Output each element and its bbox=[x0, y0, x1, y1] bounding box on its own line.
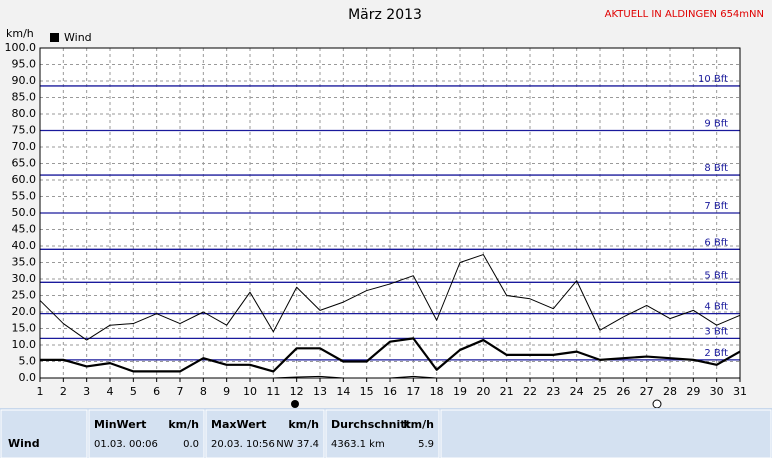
table-cell bbox=[325, 409, 440, 458]
y-tick-label: 10.0 bbox=[12, 338, 37, 351]
x-tick-label: 16 bbox=[383, 385, 397, 398]
y-tick-label: 40.0 bbox=[12, 239, 37, 252]
x-tick-label: 13 bbox=[313, 385, 327, 398]
y-tick-label: 85.0 bbox=[12, 91, 37, 104]
x-tick-label: 26 bbox=[616, 385, 630, 398]
y-tick-label: 75.0 bbox=[12, 124, 37, 137]
x-tick-label: 21 bbox=[500, 385, 514, 398]
y-tick-label: 5.0 bbox=[19, 355, 37, 368]
x-tick-label: 9 bbox=[223, 385, 230, 398]
x-tick-label: 20 bbox=[476, 385, 490, 398]
y-tick-label: 65.0 bbox=[12, 157, 37, 170]
x-tick-label: 4 bbox=[107, 385, 114, 398]
beaufort-label: 4 Bft bbox=[704, 302, 728, 313]
y-tick-label: 55.0 bbox=[12, 190, 37, 203]
legend-label: Wind bbox=[64, 31, 92, 44]
beaufort-label: 9 Bft bbox=[704, 119, 728, 130]
column-title: MaxWert bbox=[211, 418, 266, 431]
cell-value: NW 37.4 bbox=[276, 439, 319, 450]
beaufort-label: 8 Bft bbox=[704, 163, 728, 174]
x-tick-label: 25 bbox=[593, 385, 607, 398]
column-unit: km/h bbox=[403, 418, 434, 431]
beaufort-label: 10 Bft bbox=[698, 74, 728, 85]
full-moon-icon bbox=[652, 399, 662, 409]
x-tick-label: 19 bbox=[453, 385, 467, 398]
x-tick-label: 17 bbox=[406, 385, 420, 398]
column-title: Durchschnitt bbox=[331, 418, 411, 431]
y-tick-label: 45.0 bbox=[12, 223, 37, 236]
y-tick-label: 100.0 bbox=[5, 41, 37, 54]
x-tick-label: 30 bbox=[710, 385, 724, 398]
cell-value: 0.0 bbox=[183, 439, 199, 450]
table-cell bbox=[205, 409, 325, 458]
beaufort-label: 2 Bft bbox=[704, 348, 728, 359]
x-tick-label: 6 bbox=[153, 385, 160, 398]
row-label: Wind bbox=[8, 437, 40, 450]
legend-swatch bbox=[50, 33, 59, 42]
table-cell bbox=[0, 409, 88, 458]
plot: 0.0 5.0 10.0 15.0 20.0 25.0 30.0 35.0 40.0 45.0 50… bbox=[5, 31, 748, 398]
y-tick-label: 30.0 bbox=[12, 272, 37, 285]
summary-table: Wind MinWert km/h 01.03. 00:06 0.0 MaxWert km/… bbox=[0, 408, 772, 458]
x-tick-label: 12 bbox=[290, 385, 304, 398]
x-tick-label: 18 bbox=[430, 385, 444, 398]
x-tick-label: 15 bbox=[360, 385, 374, 398]
data-line bbox=[39, 254, 741, 341]
y-tick-label: 35.0 bbox=[12, 256, 37, 269]
x-tick-label: 22 bbox=[523, 385, 537, 398]
y-tick-label: 80.0 bbox=[12, 107, 37, 120]
column-unit: km/h bbox=[168, 418, 199, 431]
chart-title: März 2013 bbox=[348, 7, 422, 23]
x-tick-label: 3 bbox=[83, 385, 90, 398]
x-tick-label: 1 bbox=[37, 385, 44, 398]
cell-text: 01.03. 00:06 bbox=[94, 439, 158, 450]
new-moon-icon bbox=[291, 400, 299, 408]
y-tick-label: 15.0 bbox=[12, 322, 37, 335]
x-tick-label: 14 bbox=[336, 385, 350, 398]
x-tick-label: 2 bbox=[60, 385, 67, 398]
y-tick-label: 50.0 bbox=[12, 206, 37, 219]
x-tick-label: 27 bbox=[640, 385, 654, 398]
beaufort-label: 5 Bft bbox=[704, 270, 728, 281]
beaufort-label: 6 Bft bbox=[704, 237, 728, 248]
cell-text: 4363.1 km bbox=[331, 439, 385, 450]
beaufort-label: 3 Bft bbox=[704, 326, 728, 337]
y-tick-label: 95.0 bbox=[12, 58, 37, 71]
x-tick-label: 10 bbox=[243, 385, 257, 398]
y-tick-label: 0.0 bbox=[19, 371, 37, 384]
x-tick-label: 5 bbox=[130, 385, 137, 398]
y-tick-label: 20.0 bbox=[12, 305, 37, 318]
x-tick-label: 11 bbox=[266, 385, 280, 398]
beaufort-label: 7 Bft bbox=[704, 201, 728, 212]
y-axis-label: km/h bbox=[6, 27, 34, 40]
x-tick-label: 23 bbox=[546, 385, 560, 398]
y-tick-label: 70.0 bbox=[12, 140, 37, 153]
data-line bbox=[40, 337, 741, 373]
y-tick-label: 60.0 bbox=[12, 173, 37, 186]
table-cell bbox=[88, 409, 205, 458]
plot-border bbox=[39, 47, 741, 379]
x-tick-label: 8 bbox=[200, 385, 207, 398]
column-unit: km/h bbox=[288, 418, 319, 431]
x-tick-label: 31 bbox=[733, 385, 747, 398]
y-tick-label: 25.0 bbox=[12, 289, 37, 302]
station-note: AKTUELL IN ALDINGEN 654mNN bbox=[605, 9, 764, 20]
cell-value: 5.9 bbox=[418, 439, 434, 450]
y-tick-label: 90.0 bbox=[12, 74, 37, 87]
column-title: MinWert bbox=[94, 418, 146, 431]
x-tick-label: 28 bbox=[663, 385, 677, 398]
cell-text: 20.03. 10:56 bbox=[211, 439, 275, 450]
x-tick-label: 29 bbox=[686, 385, 700, 398]
x-tick-label: 24 bbox=[570, 385, 584, 398]
table-cell bbox=[440, 409, 772, 458]
x-tick-label: 7 bbox=[177, 385, 184, 398]
